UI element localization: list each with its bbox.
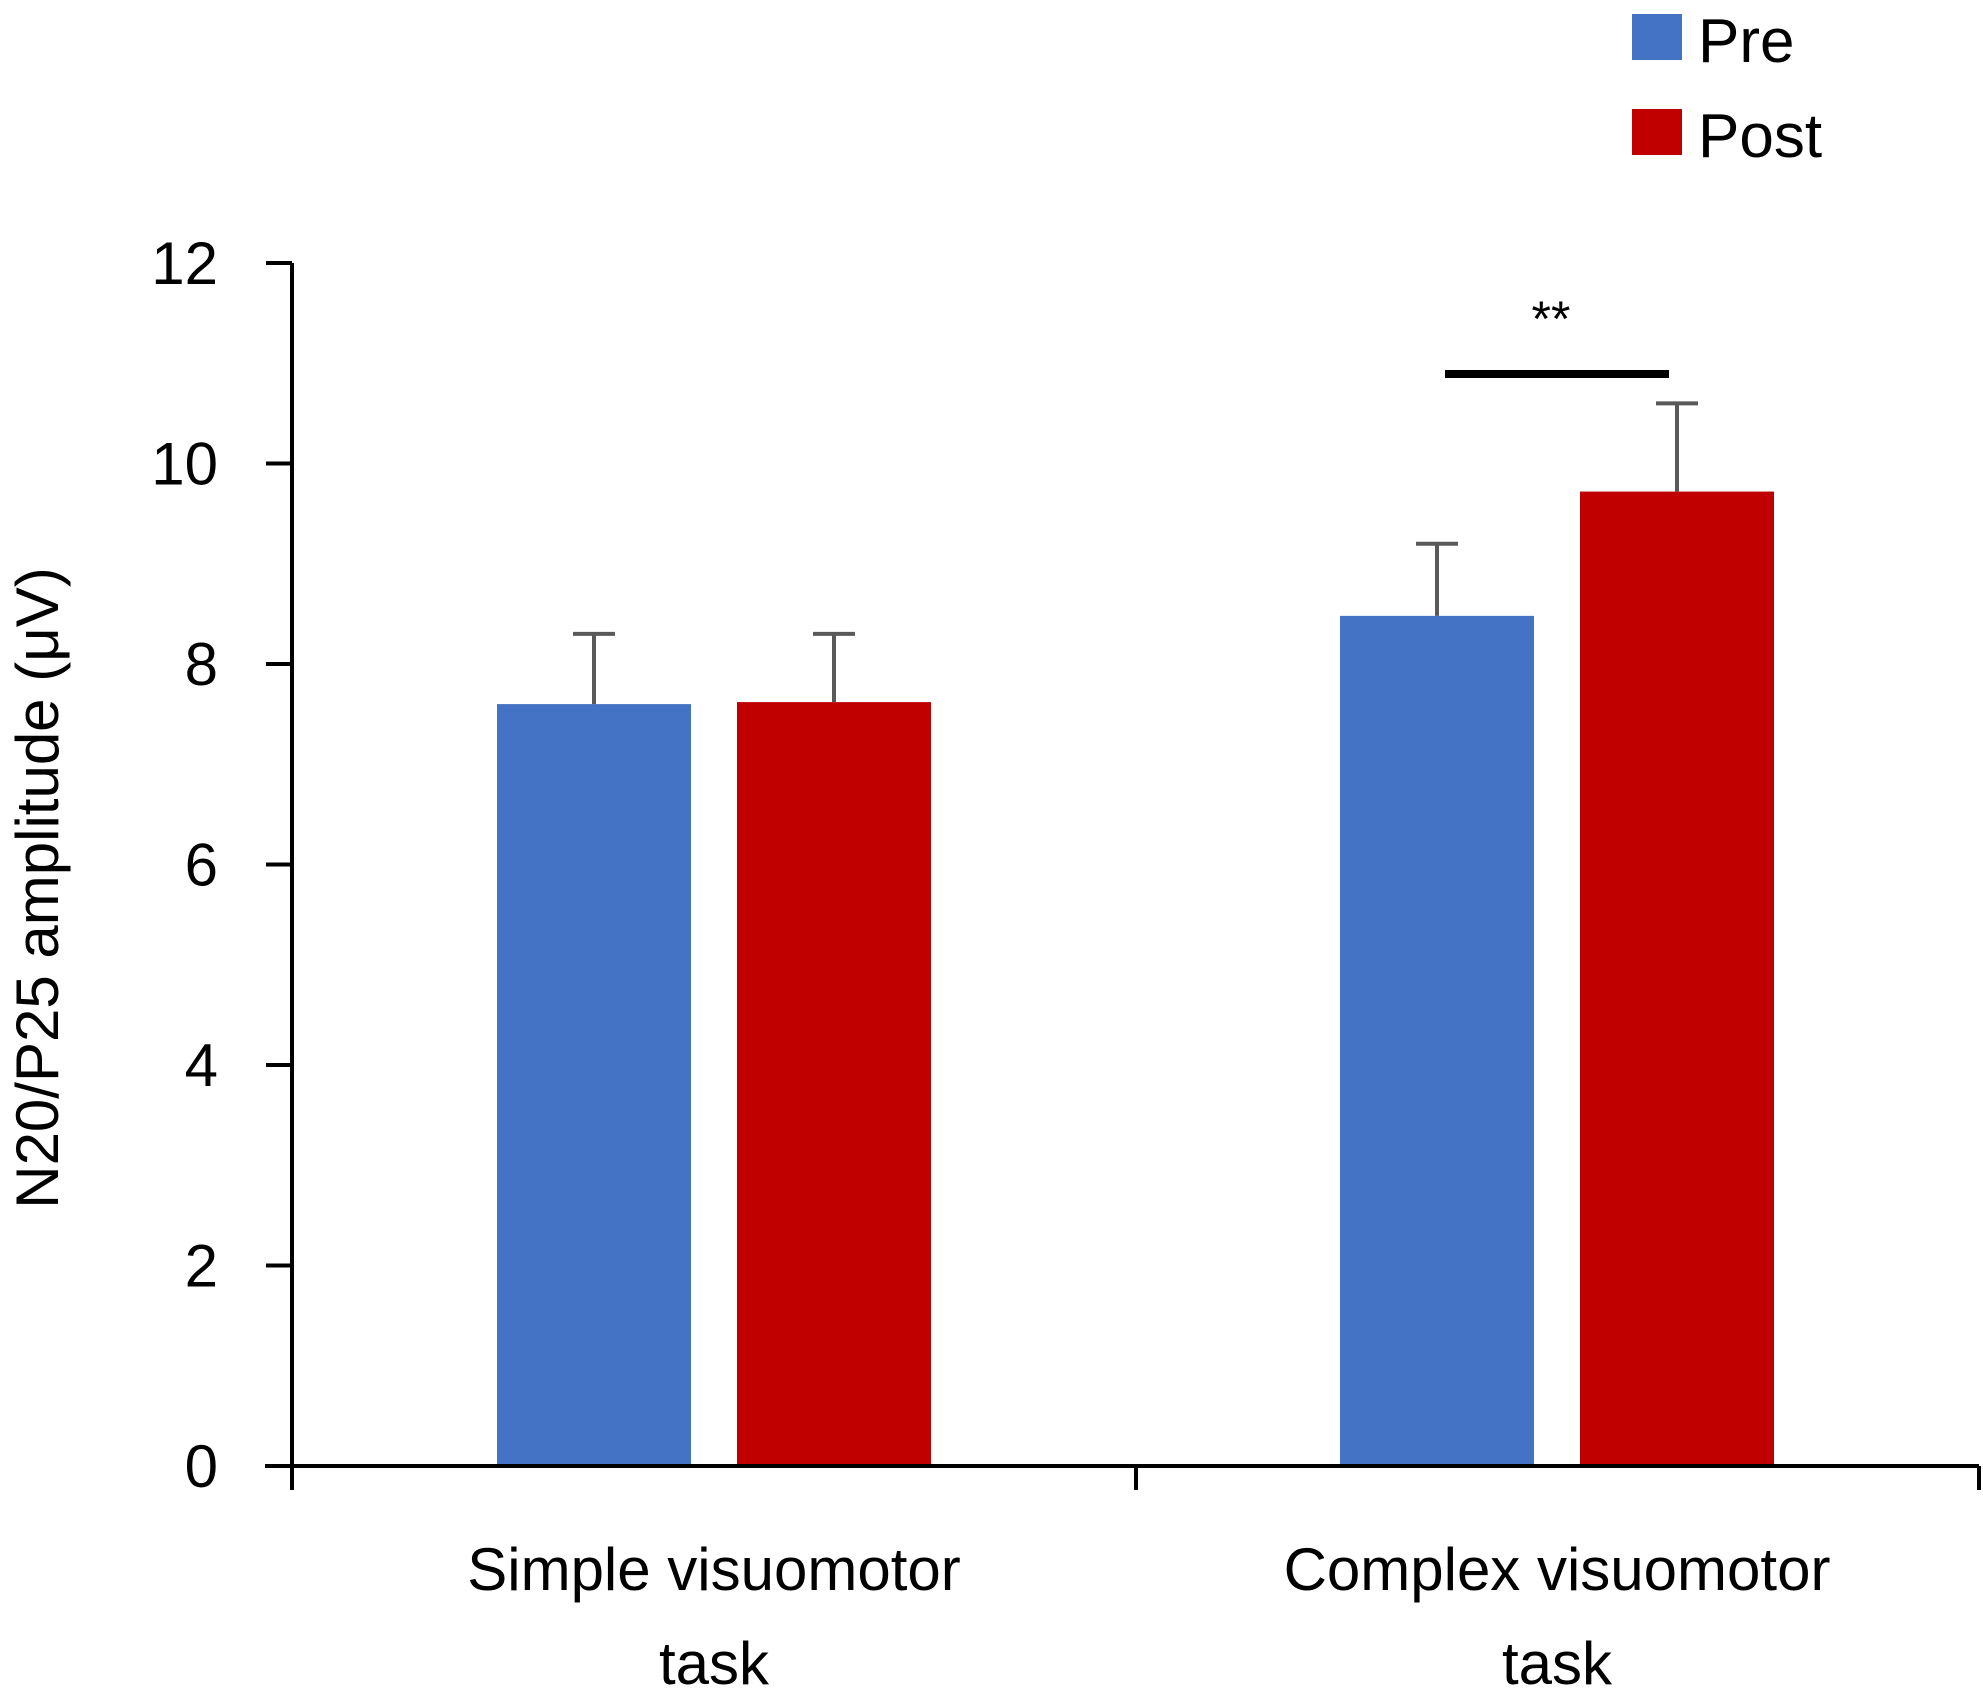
- y-tick-label: 8: [185, 631, 218, 698]
- bar-post-0: [737, 702, 931, 1466]
- y-tick-label: 2: [185, 1233, 218, 1300]
- error-bars: [573, 401, 1698, 705]
- legend-label-post: Post: [1698, 102, 1822, 171]
- y-tick-label: 4: [185, 1032, 218, 1099]
- y-axis-title: N20/P25 amplitude (μV): [4, 567, 71, 1209]
- bar-pre-0: [497, 704, 691, 1466]
- significance-annotation: **: [1445, 291, 1669, 378]
- y-tick-label: 10: [151, 431, 218, 498]
- y-tick-label: 12: [151, 230, 218, 297]
- bar-post-1: [1580, 491, 1774, 1466]
- category-label-complex-line1: Complex visuomotor: [1284, 1536, 1831, 1603]
- y-axis-ticks: 0 2 4 6 8 10 12: [151, 230, 292, 1500]
- category-label-simple-line2: task: [659, 1630, 770, 1695]
- legend: Pre Post: [1632, 7, 1822, 171]
- legend-swatch-post: [1632, 109, 1682, 155]
- significance-label: **: [1532, 291, 1571, 347]
- bars: [497, 491, 1774, 1466]
- category-label-complex-line2: task: [1502, 1630, 1613, 1695]
- legend-swatch-pre: [1632, 14, 1682, 60]
- y-tick-label: 0: [185, 1433, 218, 1500]
- y-tick-label: 6: [185, 832, 218, 899]
- bar-pre-1: [1340, 615, 1534, 1466]
- category-label-simple-line1: Simple visuomotor: [467, 1536, 961, 1603]
- legend-label-pre: Pre: [1698, 7, 1794, 76]
